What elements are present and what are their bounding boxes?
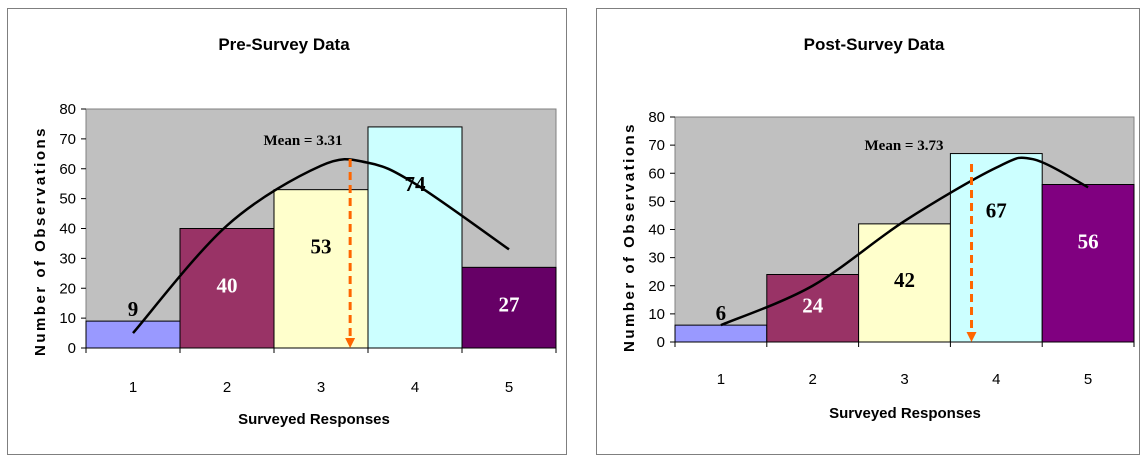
y-tick-label: 0: [68, 340, 76, 357]
bar-value-label: 67: [986, 199, 1007, 223]
x-tick-label: 1: [129, 379, 137, 396]
y-tick-label: 50: [59, 191, 76, 208]
bar-1: [85, 320, 181, 349]
y-tick-label: 0: [657, 334, 665, 351]
x-axis-title: Surveyed Responses: [238, 411, 390, 428]
y-tick-label: 80: [59, 101, 76, 118]
y-tick-label: 70: [648, 137, 665, 154]
y-tick-label: 60: [648, 165, 665, 182]
x-axis-title: Surveyed Responses: [829, 405, 981, 422]
y-tick-label: 20: [59, 280, 76, 297]
x-tick-label: 5: [505, 379, 513, 396]
x-tick-label: 3: [900, 371, 908, 388]
bar-value-label: 6: [716, 301, 727, 325]
bar-4: [367, 126, 463, 349]
mean-arrowhead: [966, 332, 977, 342]
y-tick-label: 60: [59, 161, 76, 178]
bar-3: [273, 189, 369, 349]
bar-5: [461, 266, 557, 349]
x-tick-label: 2: [223, 379, 231, 396]
y-tick-label: 30: [59, 250, 76, 267]
bar-value-label: 40: [217, 273, 238, 297]
chart-title: Pre-Survey Data: [218, 35, 350, 54]
y-tick-label: 10: [648, 306, 665, 323]
y-tick-label: 40: [648, 222, 665, 239]
y-tick-label: 70: [59, 131, 76, 148]
bar-5: [1041, 184, 1135, 343]
bar-value-label: 56: [1078, 230, 1099, 254]
x-tick-label: 4: [411, 379, 419, 396]
mean-arrowhead: [345, 338, 356, 348]
mean-label: Mean = 3.73: [865, 138, 944, 154]
y-tick-label: 10: [59, 310, 76, 327]
bar-4: [949, 153, 1043, 343]
y-axis-title: Number of Observations: [621, 122, 638, 352]
y-tick-label: 40: [59, 221, 76, 238]
bar-value-label: 42: [894, 268, 915, 292]
bar-1: [674, 324, 768, 343]
trend-curve: [132, 157, 510, 334]
mean-label: Mean = 3.31: [264, 133, 343, 149]
trend-curve: [720, 156, 1089, 327]
bar-value-label: 53: [311, 235, 332, 259]
y-tick-label: 50: [648, 193, 665, 210]
post-survey-chart-panel: 0 10 20 30 40 50 60 70 80 1 2 3 4 5 6 24 42 67 56 Post-Surv…: [596, 8, 1140, 455]
x-tick-label: 5: [1084, 371, 1092, 388]
bar-2: [179, 228, 275, 349]
x-tick-label: 1: [717, 371, 725, 388]
x-tick-label: 4: [992, 371, 1000, 388]
bar-value-label: 24: [802, 293, 824, 317]
bar-value-label: 9: [128, 297, 139, 321]
chart-title: Post-Survey Data: [804, 35, 945, 54]
y-axis-title: Number of Observations: [32, 126, 49, 356]
x-tick-label: 2: [809, 371, 817, 388]
y-tick-label: 20: [648, 278, 665, 295]
y-tick-label: 80: [648, 109, 665, 126]
x-tick-label: 3: [317, 379, 325, 396]
y-tick-label: 30: [648, 250, 665, 267]
bar-value-label: 27: [499, 293, 520, 317]
pre-survey-chart-panel: 0 10 20 30 40 50 60 70 80 1 2 3 4 5 9 40 53 74 27 Pre-Surve…: [7, 8, 567, 455]
